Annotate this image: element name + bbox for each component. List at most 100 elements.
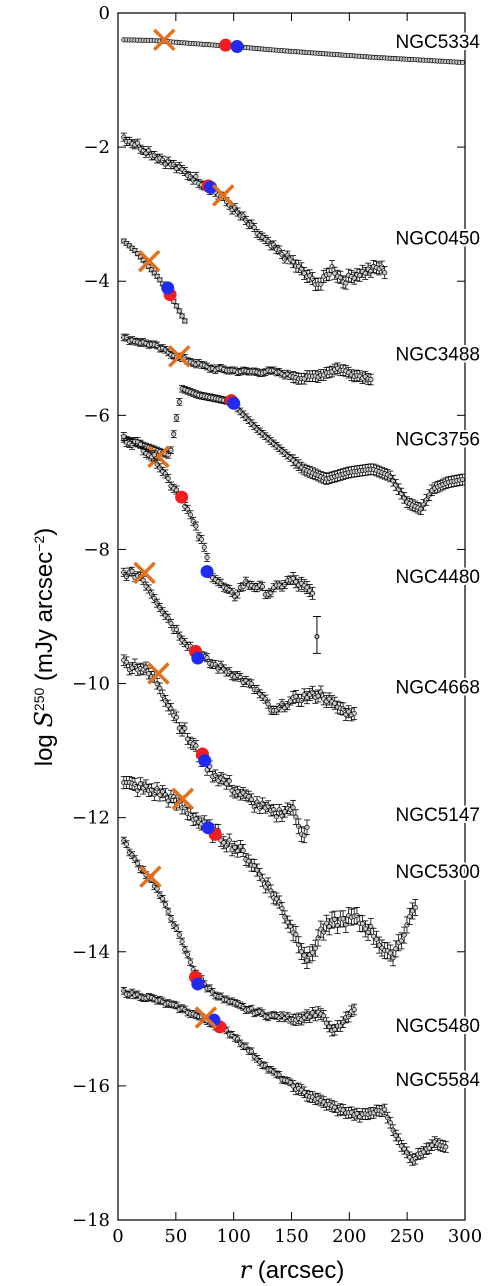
profile-point bbox=[409, 908, 416, 914]
profile-point bbox=[351, 710, 357, 716]
profile-point bbox=[382, 270, 388, 276]
profile-point bbox=[248, 796, 255, 802]
profile-point bbox=[221, 840, 227, 846]
profile-point bbox=[276, 807, 282, 813]
profile-point bbox=[193, 523, 199, 529]
profile-point bbox=[129, 665, 135, 671]
profile-point bbox=[382, 1106, 388, 1113]
galaxy-label: NGC4480 bbox=[395, 567, 480, 588]
profile-point bbox=[404, 922, 410, 928]
x-axis-label: r (arcsec) bbox=[240, 1256, 345, 1284]
profile-point bbox=[418, 506, 424, 512]
profile-point bbox=[365, 929, 371, 935]
series-ngc4480 bbox=[120, 432, 316, 602]
profile-point bbox=[393, 482, 399, 488]
profile-point bbox=[162, 471, 168, 477]
profile-point bbox=[318, 281, 324, 287]
profile-point bbox=[310, 590, 316, 596]
profile-point bbox=[459, 59, 465, 66]
profile-point bbox=[193, 816, 199, 822]
series-layer bbox=[120, 28, 465, 1166]
profile-point bbox=[279, 252, 285, 258]
cross-marker bbox=[153, 28, 176, 52]
profile-point bbox=[387, 1120, 393, 1126]
galaxy-label: NGC4668 bbox=[395, 678, 480, 699]
blue-marker bbox=[200, 565, 214, 579]
profile-point bbox=[390, 478, 396, 484]
profile-point bbox=[332, 916, 338, 922]
galaxy-label: NGC5334 bbox=[395, 32, 480, 53]
galaxy-label: NGC0450 bbox=[395, 228, 480, 249]
profile-point bbox=[260, 800, 266, 806]
profile-point bbox=[398, 491, 404, 497]
profile-point bbox=[173, 303, 180, 309]
profile-point bbox=[387, 950, 393, 956]
profile-point bbox=[162, 698, 168, 704]
blue-marker bbox=[230, 40, 244, 54]
series-ngc3488 bbox=[120, 238, 188, 324]
series-ngc5300 bbox=[120, 776, 419, 969]
profile-point bbox=[187, 811, 193, 817]
profile-point bbox=[301, 952, 307, 958]
profile-point bbox=[293, 579, 299, 585]
profile-point bbox=[285, 703, 291, 709]
profile-point bbox=[157, 685, 163, 691]
profile-point bbox=[221, 776, 227, 783]
y-tick-label: −18 bbox=[72, 1210, 110, 1231]
profile-point bbox=[268, 888, 274, 894]
galaxy-label: NGC5147 bbox=[395, 805, 480, 826]
red-marker bbox=[219, 38, 233, 52]
cross-marker bbox=[194, 1006, 218, 1029]
profile-point bbox=[198, 536, 205, 542]
profile-point bbox=[290, 575, 296, 581]
profile-point bbox=[176, 932, 182, 938]
profile-point bbox=[401, 1146, 407, 1152]
profile-point bbox=[248, 1048, 255, 1054]
profile-point bbox=[179, 938, 185, 945]
profile-point bbox=[143, 664, 149, 670]
galaxy-label: NGC3488 bbox=[395, 344, 480, 365]
profile-point bbox=[290, 805, 296, 811]
profile-point bbox=[226, 778, 232, 784]
profile-point bbox=[373, 936, 379, 942]
profile-point bbox=[237, 843, 243, 850]
blue-marker bbox=[204, 180, 218, 194]
profile-point bbox=[312, 945, 318, 951]
profile-point bbox=[182, 318, 188, 324]
x-tick-label: 250 bbox=[390, 1226, 424, 1247]
blue-marker bbox=[191, 651, 205, 665]
profile-point bbox=[321, 929, 327, 935]
profile-point bbox=[310, 950, 316, 956]
x-tick-label: 200 bbox=[332, 1226, 366, 1247]
profile-point bbox=[173, 925, 180, 931]
y-tick-label: −2 bbox=[83, 137, 110, 158]
profile-point bbox=[254, 867, 260, 873]
profile-point bbox=[254, 799, 260, 805]
profile-point bbox=[187, 959, 193, 965]
profile-point bbox=[346, 709, 352, 715]
cross-marker bbox=[212, 184, 235, 207]
y-tick-label: −14 bbox=[72, 942, 110, 963]
profile-point bbox=[232, 844, 238, 850]
profile-point bbox=[287, 923, 293, 929]
x-tick-label: 100 bbox=[216, 1226, 250, 1247]
profile-point bbox=[179, 313, 185, 319]
profile-point bbox=[393, 1132, 399, 1139]
profile-point bbox=[248, 221, 255, 227]
profile-point bbox=[276, 247, 282, 253]
x-tick-label: 50 bbox=[164, 1226, 187, 1247]
cross-marker bbox=[147, 662, 170, 685]
profile-point bbox=[151, 452, 157, 458]
x-tick-label: 0 bbox=[112, 1226, 123, 1247]
profile-point bbox=[129, 568, 135, 574]
axis-ticks: 0 50 100 150 200 250 300 0 −2 −4 −6 −8 −10 −12 −14 −16 −… bbox=[72, 3, 482, 1247]
series-ngc5147 bbox=[120, 654, 310, 844]
profile-point bbox=[176, 399, 182, 405]
profile-point bbox=[173, 626, 180, 633]
profile-point bbox=[173, 487, 180, 493]
profile-point bbox=[193, 743, 199, 749]
profile-point bbox=[235, 591, 241, 597]
profile-point bbox=[287, 698, 293, 704]
y-tick-label: −16 bbox=[72, 1076, 110, 1097]
profile-point bbox=[401, 932, 407, 938]
